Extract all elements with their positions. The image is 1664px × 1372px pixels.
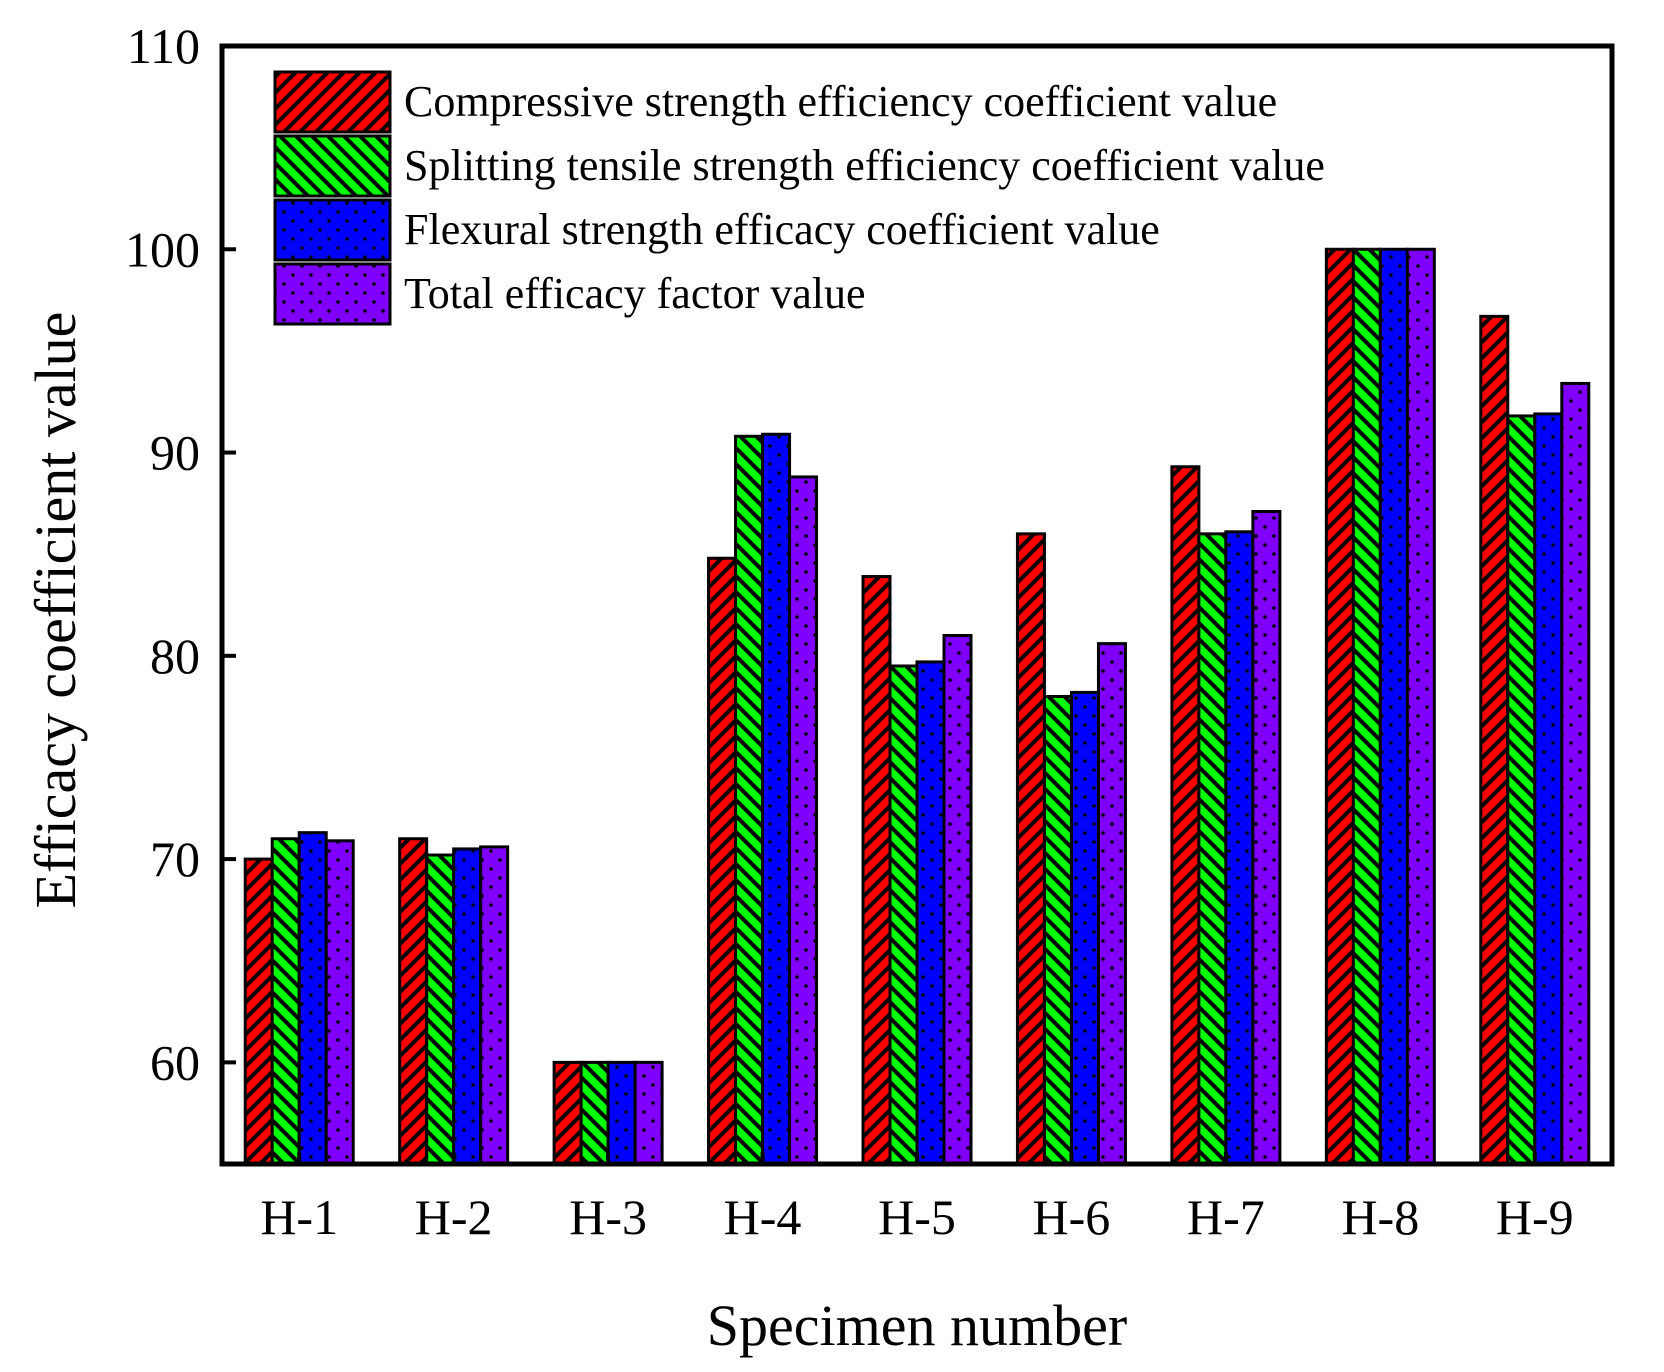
y-tick-label: 70 bbox=[150, 831, 200, 887]
x-tick-label: H-6 bbox=[1033, 1189, 1111, 1245]
bar-h-4-series-1 bbox=[707, 556, 738, 1166]
bar-h-7-series-4 bbox=[1251, 509, 1282, 1166]
bar-h-8-series-4 bbox=[1405, 247, 1436, 1166]
x-axis-title: Specimen number bbox=[707, 1293, 1127, 1358]
x-tick-label: H-9 bbox=[1496, 1189, 1574, 1245]
bar-h-8-series-1 bbox=[1324, 247, 1355, 1166]
bar-h-9-series-4 bbox=[1560, 381, 1591, 1166]
bar-h-9-series-1 bbox=[1479, 314, 1510, 1166]
x-tick-label: H-8 bbox=[1341, 1189, 1419, 1245]
legend-swatch-2 bbox=[273, 134, 392, 198]
y-axis: 60 70 80 90 100 110 bbox=[125, 18, 236, 1090]
bar-h-5-series-3 bbox=[915, 660, 946, 1166]
legend: Compressive strength efficiency coeffici… bbox=[273, 70, 1325, 326]
bar-h-2-series-2 bbox=[425, 853, 456, 1166]
legend-swatch-4 bbox=[273, 262, 392, 326]
x-tick-label: H-5 bbox=[878, 1189, 956, 1245]
bar-h-1-series-1 bbox=[243, 857, 274, 1166]
x-tick-label: H-2 bbox=[415, 1189, 493, 1245]
legend-label-2: Splitting tensile strength efficiency co… bbox=[404, 141, 1325, 190]
y-tick-label: 100 bbox=[125, 221, 200, 277]
bar-h-8-series-2 bbox=[1351, 247, 1382, 1166]
bar-h-2-series-4 bbox=[479, 845, 510, 1166]
bar-h-8-series-3 bbox=[1378, 247, 1409, 1166]
x-tick-label: H-1 bbox=[260, 1189, 338, 1245]
x-axis: H-1 H-2 H-3 H-4 H-5 H-6 H-7 H-8 H-9 bbox=[260, 1152, 1574, 1245]
bar-h-2-series-1 bbox=[398, 837, 429, 1166]
bar-h-6-series-4 bbox=[1096, 642, 1127, 1166]
bar-h-2-series-3 bbox=[452, 847, 483, 1166]
bar-h-3-series-3 bbox=[606, 1060, 637, 1166]
y-axis-title: Efficacy coefficient value bbox=[23, 312, 88, 909]
bar-h-9-series-2 bbox=[1506, 414, 1537, 1166]
x-tick-label: H-4 bbox=[724, 1189, 802, 1245]
y-tick-label: 80 bbox=[150, 628, 200, 684]
x-tick-label: H-7 bbox=[1187, 1189, 1265, 1245]
y-tick-label: 90 bbox=[150, 425, 200, 481]
bar-h-6-series-3 bbox=[1069, 690, 1100, 1166]
bar-h-3-series-2 bbox=[579, 1060, 610, 1166]
bar-h-7-series-3 bbox=[1224, 530, 1255, 1166]
bar-h-6-series-2 bbox=[1042, 694, 1073, 1166]
bar-h-1-series-4 bbox=[324, 839, 355, 1166]
bar-h-7-series-2 bbox=[1197, 532, 1228, 1166]
bar-h-4-series-3 bbox=[761, 432, 792, 1166]
bar-h-4-series-4 bbox=[788, 475, 819, 1166]
bar-h-7-series-1 bbox=[1170, 465, 1201, 1166]
bar-h-3-series-4 bbox=[633, 1060, 664, 1166]
legend-swatch-1 bbox=[273, 70, 392, 134]
bar-h-5-series-1 bbox=[861, 575, 892, 1166]
bar-h-1-series-2 bbox=[270, 837, 301, 1166]
x-tick-label: H-3 bbox=[569, 1189, 647, 1245]
y-tick-label: 60 bbox=[150, 1034, 200, 1090]
legend-label-3: Flexural strength efficacy coefficient v… bbox=[404, 205, 1160, 254]
bar-h-1-series-3 bbox=[297, 831, 328, 1166]
bar-h-3-series-1 bbox=[552, 1060, 583, 1166]
legend-label-1: Compressive strength efficiency coeffici… bbox=[404, 77, 1277, 126]
bar-h-5-series-2 bbox=[888, 664, 919, 1166]
bar-h-5-series-4 bbox=[942, 633, 973, 1166]
y-tick-label: 110 bbox=[127, 18, 200, 74]
legend-label-4: Total efficacy factor value bbox=[404, 269, 866, 318]
legend-swatch-3 bbox=[273, 198, 392, 262]
bar-h-4-series-2 bbox=[734, 434, 765, 1166]
bars-layer bbox=[243, 247, 1591, 1166]
bar-h-9-series-3 bbox=[1533, 412, 1564, 1166]
bar-h-6-series-1 bbox=[1015, 532, 1046, 1166]
